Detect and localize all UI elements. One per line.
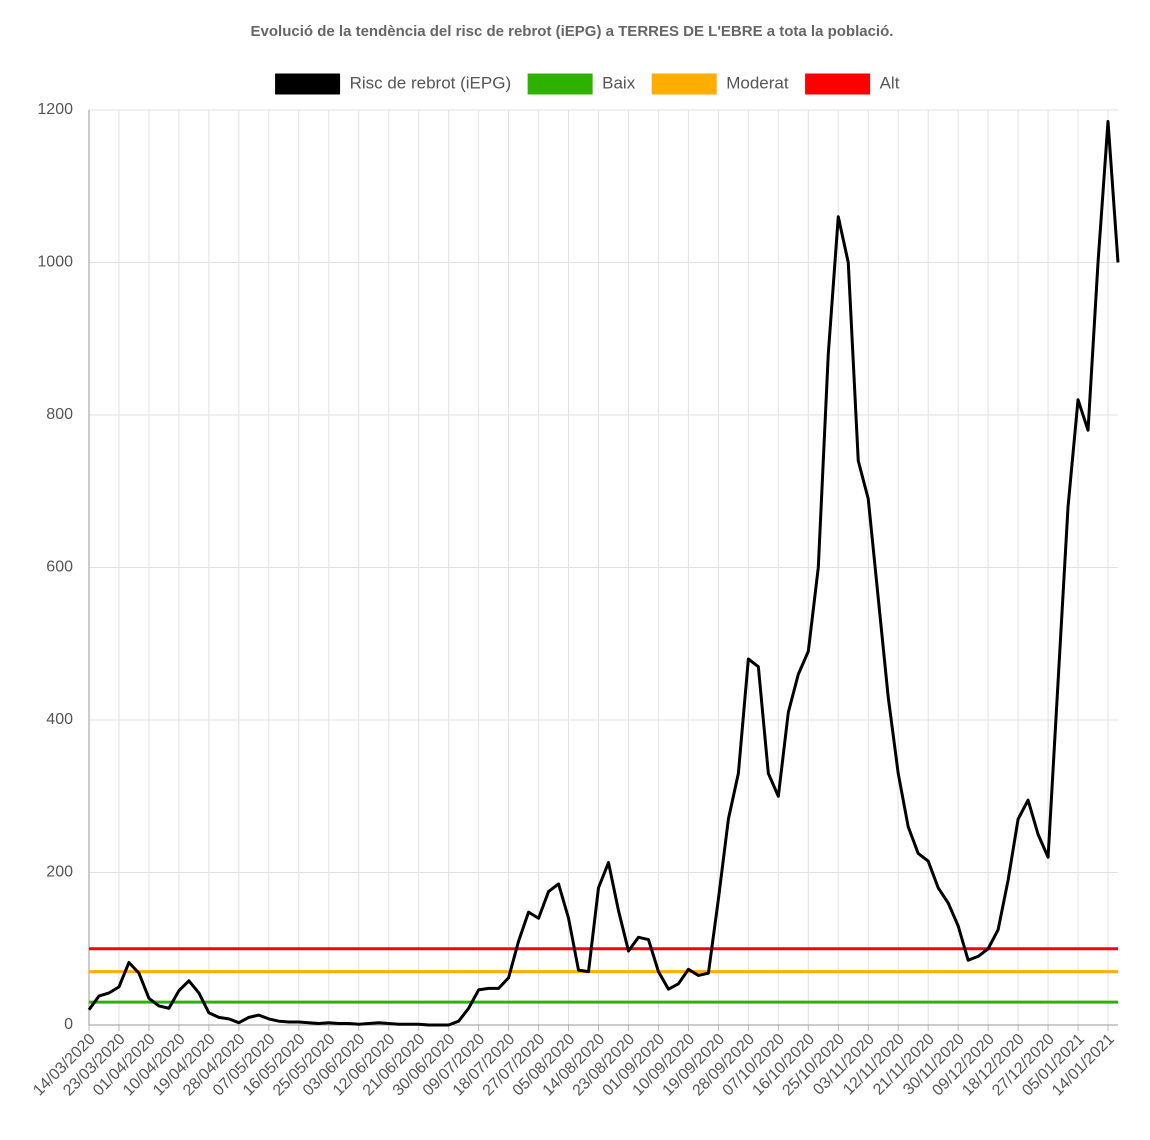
legend-swatch	[274, 72, 342, 96]
legend-label: Risc de rebrot (iEPG)	[350, 73, 512, 92]
y-tick-label: 0	[64, 1016, 73, 1033]
data-line	[87, 119, 1120, 1027]
y-tick-label: 600	[46, 559, 73, 576]
legend-label: Alt	[880, 73, 900, 92]
y-tick-label: 200	[46, 864, 73, 881]
legend: Risc de rebrot (iEPG) Baix Moderat Alt	[274, 72, 900, 96]
legend-label: Moderat	[726, 73, 789, 92]
chart-title: Evolució de la tendència del risc de reb…	[251, 23, 894, 40]
legend-swatch	[526, 72, 594, 96]
y-tick-label: 1200	[37, 101, 73, 118]
legend-swatch	[650, 72, 718, 96]
y-tick-label: 400	[46, 711, 73, 728]
legend-swatch	[804, 72, 872, 96]
legend-label: Baix	[602, 73, 636, 92]
y-tick-label: 800	[46, 406, 73, 423]
y-tick-label: 1000	[37, 254, 73, 271]
